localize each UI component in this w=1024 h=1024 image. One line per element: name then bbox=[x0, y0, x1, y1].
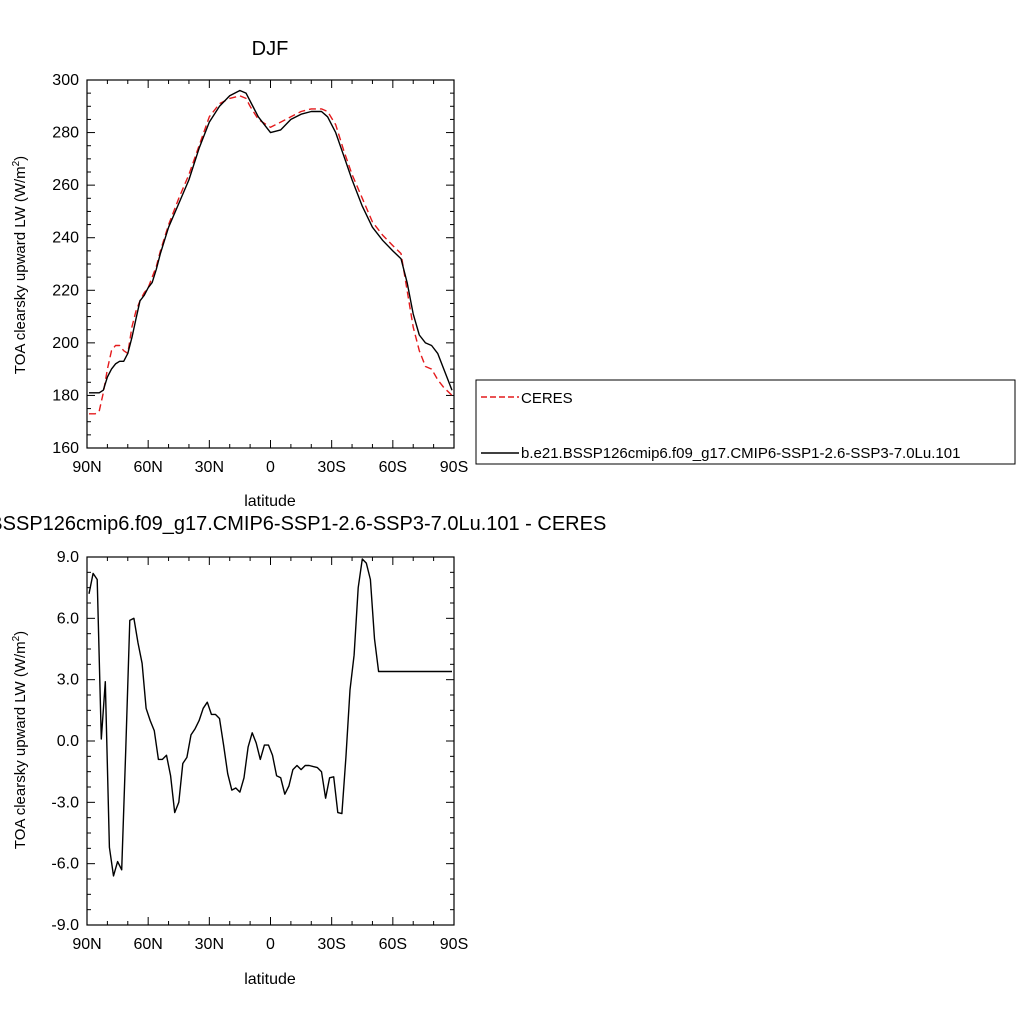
top-y-tick-label: 300 bbox=[52, 72, 79, 89]
bottom-axis-xlabel: latitude bbox=[244, 971, 296, 988]
top-plot-frame bbox=[86, 79, 455, 449]
legend-box bbox=[475, 379, 1016, 465]
bottom-y-tick-label: 6.0 bbox=[57, 610, 79, 627]
top-y-tick-label: 180 bbox=[52, 387, 79, 404]
top-y-tick-label: 260 bbox=[52, 177, 79, 194]
top-series-line-model bbox=[89, 89, 453, 394]
top-x-tick-label: 0 bbox=[266, 459, 275, 476]
top-y-tick-label: 240 bbox=[52, 230, 79, 247]
svg-text:TOA clearsky upward LW (W/m2): TOA clearsky upward LW (W/m2) bbox=[11, 631, 29, 849]
top-x-tick-label: 30S bbox=[317, 459, 345, 476]
top-x-tick-label: 60S bbox=[379, 459, 407, 476]
bottom-y-tick-label: -9.0 bbox=[51, 917, 79, 934]
top-series-layer bbox=[89, 89, 453, 415]
top-x-tick-label: 90N bbox=[72, 459, 101, 476]
top-panel: DJF TOA clearsky upward LW (W/m2) latitu… bbox=[11, 38, 1016, 510]
bottom-chart-title: b.e21.BSSP126cmip6.f09_g17.CMIP6-SSP1-2.… bbox=[0, 513, 606, 535]
bottom-y-tick-label: 0.0 bbox=[57, 733, 79, 750]
top-axis-ylabel: TOA clearsky upward LW (W/m2) bbox=[11, 156, 29, 374]
top-y-tick-label: 220 bbox=[52, 282, 79, 299]
bottom-x-tick-label: 60S bbox=[379, 936, 407, 953]
bottom-y-tick-label: 9.0 bbox=[57, 549, 79, 566]
bottom-ticks-layer: 90N 60N 30N 0 30S 60S 90S -9.0 -6.0 -3.0 0.0 3.0 6.0… bbox=[51, 549, 468, 953]
bottom-x-tick-label: 60N bbox=[133, 936, 162, 953]
svg-text:TOA clearsky upward LW (W/m2): TOA clearsky upward LW (W/m2) bbox=[11, 156, 29, 374]
bottom-series-layer bbox=[88, 558, 452, 877]
top-y-tick-label: 200 bbox=[52, 335, 79, 352]
bottom-series-line-difference bbox=[88, 558, 452, 877]
bottom-y-tick-label: 3.0 bbox=[57, 672, 79, 689]
top-y-tick-label: 160 bbox=[52, 440, 79, 457]
top-axis-xlabel: latitude bbox=[244, 493, 296, 510]
bottom-x-tick-label: 30N bbox=[195, 936, 224, 953]
top-ticks-layer: 90N 60N 30N 0 30S 60S 90S 160 180 200 220 240 260 280… bbox=[52, 72, 468, 476]
bottom-x-tick-label: 30S bbox=[317, 936, 345, 953]
bottom-y-tick-label: -6.0 bbox=[51, 856, 79, 873]
top-x-tick-label: 60N bbox=[133, 459, 162, 476]
bottom-x-tick-label: 90S bbox=[440, 936, 468, 953]
top-chart-title: DJF bbox=[252, 38, 289, 60]
bottom-plot-frame bbox=[86, 556, 455, 926]
bottom-panel: b.e21.BSSP126cmip6.f09_g17.CMIP6-SSP1-2.… bbox=[0, 513, 606, 988]
legend: CERES b.e21.BSSP126cmip6.f09_g17.CMIP6-S… bbox=[475, 379, 1016, 465]
bottom-y-tick-label: -3.0 bbox=[51, 794, 79, 811]
top-series-line-ceres bbox=[89, 95, 453, 415]
top-x-tick-label: 30N bbox=[195, 459, 224, 476]
legend-label-model: b.e21.BSSP126cmip6.f09_g17.CMIP6-SSP1-2.… bbox=[521, 445, 960, 462]
top-x-tick-label: 90S bbox=[440, 459, 468, 476]
bottom-x-tick-label: 90N bbox=[72, 936, 101, 953]
legend-label-ceres: CERES bbox=[521, 390, 573, 407]
top-y-tick-label: 280 bbox=[52, 125, 79, 142]
bottom-x-tick-label: 0 bbox=[266, 936, 275, 953]
bottom-axis-ylabel: TOA clearsky upward LW (W/m2) bbox=[11, 631, 29, 849]
